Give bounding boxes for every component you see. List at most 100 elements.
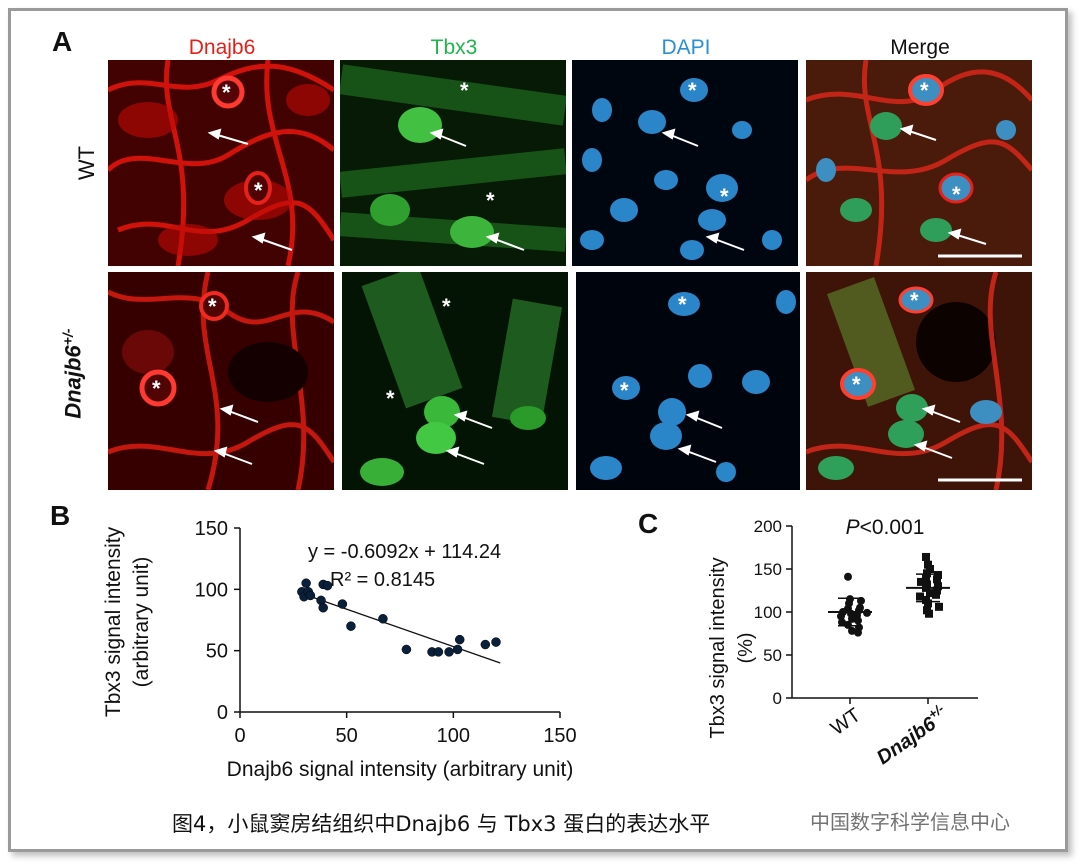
data-point	[318, 602, 328, 613]
micrograph-dnajb6-wt-image: * *	[108, 60, 334, 266]
y-axis-label-line2: (arbitrary unit)	[130, 557, 153, 688]
y-axis-label-line1: Tbx3 signal intensity	[102, 526, 125, 717]
regression-equation: y = -0.6092x + 114.24	[308, 541, 501, 563]
het-data-point	[924, 560, 932, 569]
svg-text:*: *	[952, 182, 961, 207]
row-label-wt: WT	[74, 145, 100, 181]
col-label-merge: Merge	[890, 36, 950, 59]
het-data-point	[933, 575, 941, 584]
y-tick-label: 150	[195, 518, 228, 540]
het-data-point	[932, 590, 940, 599]
p-value-rest: <0.001	[860, 516, 925, 539]
x-tick-label: 0	[234, 725, 245, 747]
wt-data-point	[838, 618, 846, 627]
data-point	[480, 639, 491, 650]
x-axis-label: Dnajb6 signal intensity (arbitrary unit)	[227, 758, 574, 781]
figure-caption: 图4，小鼠窦房结组织中Dnajb6 与 Tbx3 蛋白的表达水平	[172, 812, 711, 836]
col-label-dapi: DAPI	[661, 36, 711, 59]
het-data-point	[923, 569, 931, 578]
y-tick-label: 0	[217, 702, 228, 724]
y-axis-label-line2: (%)	[735, 632, 757, 663]
svg-text:*: *	[920, 78, 929, 103]
dot-plot-chart-c: 0 50 100 150 200 P<0.001 WT Dnajb6+/- Tbx3 signa…	[707, 516, 978, 769]
y-tick-label: 150	[754, 560, 782, 579]
r-squared-label: R² = 0.8145	[330, 569, 435, 591]
micrograph-dapi-wt-image: * *	[572, 60, 798, 266]
p-value-italic: P	[846, 516, 860, 539]
data-point	[322, 580, 333, 591]
het-data-point	[917, 577, 925, 586]
panel-a-letter: A	[52, 26, 73, 57]
y-tick-label: 200	[754, 517, 782, 536]
svg-text:*: *	[688, 78, 697, 103]
micrograph-tbx3-het: * *	[342, 272, 568, 490]
micrograph-dapi-wt: * *	[572, 60, 798, 266]
micrograph-merge-wt: * *	[806, 60, 1032, 266]
het-data-point	[933, 586, 941, 595]
micrograph-tbx3-wt-image: * *	[340, 60, 566, 266]
data-point	[346, 621, 356, 631]
data-point	[378, 614, 388, 624]
het-data-point	[925, 609, 933, 618]
svg-text:*: *	[208, 294, 217, 319]
wt-data-point	[854, 616, 862, 625]
col-label-dnajb6: Dnajb6	[188, 36, 256, 59]
svg-text:*: *	[222, 80, 231, 105]
svg-text:*: *	[678, 292, 687, 317]
x-category-label-het: Dnajb6+/-	[871, 701, 953, 769]
micrograph-dapi-het-image: * *	[576, 272, 800, 490]
data-point	[491, 637, 501, 647]
svg-text:*: *	[620, 378, 629, 403]
row-label-dnajb6-het: Dnajb6+/-	[59, 329, 86, 419]
svg-text:*: *	[386, 386, 395, 411]
svg-text:*: *	[720, 184, 729, 209]
y-tick-label: 100	[754, 603, 782, 622]
x-category-label-het-sup: +/-	[925, 701, 946, 722]
svg-text:*: *	[852, 372, 861, 397]
scatter-chart-b: 0 50 100 150 0 50 100 150 y = -0.6092x + 114.24 R…	[102, 518, 577, 781]
micrograph-merge-wt-image: * *	[806, 60, 1032, 266]
trendline	[299, 592, 501, 664]
data-point	[337, 599, 348, 609]
row-label-dnajb6-sup: +/-	[59, 328, 76, 346]
col-label-tbx3: Tbx3	[430, 36, 478, 59]
svg-text:*: *	[254, 178, 263, 203]
het-data-point	[926, 589, 934, 598]
het-data-point	[934, 582, 942, 591]
het-data-point	[934, 571, 942, 580]
het-data-point	[926, 565, 934, 573]
data-point	[301, 578, 311, 588]
x-tick-label: 100	[437, 725, 470, 747]
micrograph-dapi-het: * *	[576, 272, 800, 490]
svg-text:*: *	[910, 288, 919, 313]
micrograph-merge-het-image: * *	[806, 272, 1032, 490]
micrograph-merge-het: * *	[806, 272, 1032, 490]
het-data-point	[922, 552, 930, 561]
svg-text:*: *	[442, 294, 451, 319]
data-point	[401, 644, 412, 655]
watermark: 中国数字科学信息中心	[810, 812, 1010, 834]
wt-data-point	[837, 612, 845, 621]
data-point	[444, 647, 454, 657]
svg-text:*: *	[486, 188, 495, 213]
svg-text:*: *	[460, 78, 469, 103]
y-axis-label-line1: Tbx3 signal intensity	[707, 557, 729, 738]
data-point	[305, 590, 316, 601]
het-data-point	[916, 592, 924, 601]
p-value-label: P<0.001	[846, 516, 925, 539]
panel-c-letter: C	[638, 508, 659, 539]
data-point	[454, 634, 465, 645]
panel-b-letter: B	[50, 500, 71, 531]
wt-data-point	[848, 626, 856, 635]
het-data-point	[924, 599, 932, 608]
data-point	[452, 644, 463, 655]
het-data-point	[922, 573, 930, 582]
y-tick-label: 50	[206, 641, 228, 663]
wt-data-point	[844, 572, 852, 581]
x-category-label-wt: WT	[827, 704, 865, 740]
micrograph-dnajb6-wt: * *	[108, 60, 334, 266]
micrograph-dnajb6-het: * *	[108, 272, 334, 490]
wt-data-point	[854, 628, 862, 637]
row-label-dnajb6-text: Dnajb6	[60, 345, 86, 419]
y-tick-label: 100	[195, 579, 228, 601]
